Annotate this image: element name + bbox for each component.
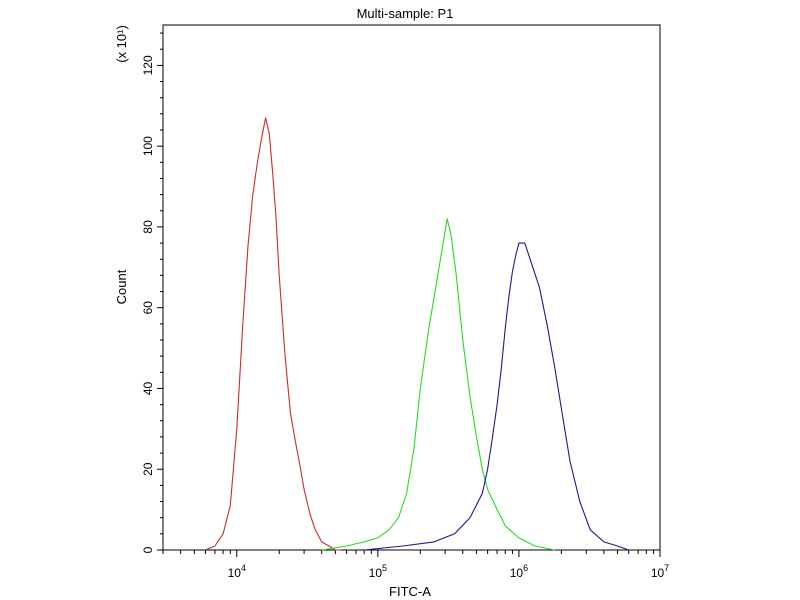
y-multiplier-label: (x 10¹) bbox=[114, 25, 129, 63]
histogram-series-2 bbox=[321, 218, 556, 551]
x-tick-label: 106 bbox=[510, 563, 528, 580]
chart-title: Multi-sample: P1 bbox=[357, 6, 454, 21]
x-tick-label: 105 bbox=[369, 563, 387, 580]
x-tick-label: 104 bbox=[228, 563, 246, 580]
y-tick-label: 100 bbox=[141, 136, 155, 156]
plot-area bbox=[162, 24, 661, 551]
y-tick-label: 40 bbox=[141, 381, 155, 395]
y-axis-label: Count bbox=[114, 269, 129, 304]
y-tick-label: 60 bbox=[141, 301, 155, 315]
x-axis: 104 105 106 107 bbox=[162, 550, 669, 580]
y-axis: 0 20 40 60 80 100 120 bbox=[141, 32, 163, 553]
y-tick-label: 80 bbox=[141, 220, 155, 234]
histogram-series-3 bbox=[364, 242, 629, 551]
histogram-series-1 bbox=[205, 117, 342, 551]
y-tick-label: 0 bbox=[141, 546, 155, 553]
y-tick-label: 120 bbox=[141, 55, 155, 75]
y-tick-label: 20 bbox=[141, 462, 155, 476]
plot-border bbox=[162, 24, 661, 551]
x-tick-label: 107 bbox=[651, 563, 669, 580]
series-layer bbox=[205, 117, 629, 551]
x-axis-label: FITC-A bbox=[389, 584, 431, 599]
